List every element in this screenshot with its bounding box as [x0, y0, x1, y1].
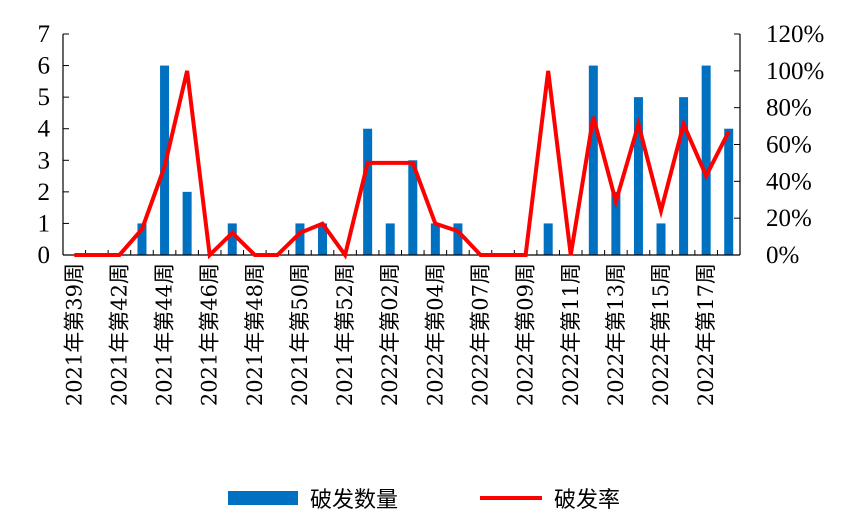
legend-item-bar: 破发数量 [228, 480, 398, 516]
x-tick-label: 2022年第17周 [694, 263, 718, 406]
right-tick-label: 20% [766, 205, 812, 232]
bar [611, 191, 621, 255]
left-tick-label: 1 [38, 210, 51, 237]
bar [430, 223, 440, 255]
combo-chart: 0 1 2 3 4 5 6 7 0% 20% 40% 60% 80% 100% 120% 2021年第39周 2… [38, 21, 825, 406]
legend-line-label: 破发率 [554, 488, 621, 513]
x-tick-label: 2022年第13周 [604, 263, 628, 406]
bar [679, 97, 689, 256]
bar [318, 223, 328, 255]
x-tick-label: 2021年第46周 [198, 263, 222, 406]
x-tick-label: 2022年第04周 [423, 263, 447, 406]
x-tick-label: 2021年第50周 [288, 263, 312, 406]
x-tick-label: 2022年第02周 [378, 263, 402, 406]
bar [453, 223, 463, 255]
legend: 破发数量 破发率 [0, 480, 866, 516]
x-tick-label: 2022年第09周 [514, 263, 538, 406]
left-tick-label: 0 [38, 242, 51, 269]
left-tick-label: 3 [38, 147, 51, 174]
left-tick-label: 6 [38, 53, 51, 80]
bar [633, 97, 643, 256]
x-tick-label: 2022年第15周 [649, 263, 673, 406]
x-tick-label: 2022年第07周 [468, 263, 492, 406]
bar [588, 65, 598, 255]
right-tick-label: 40% [766, 168, 812, 195]
right-tick-label: 100% [766, 58, 824, 85]
legend-line-swatch [480, 496, 542, 500]
rate-line [74, 70, 731, 260]
bar [295, 223, 305, 255]
bar [137, 223, 147, 255]
x-tick-label: 2021年第52周 [333, 263, 357, 406]
legend-bar-label: 破发数量 [310, 488, 399, 513]
right-tick-label: 120% [766, 21, 824, 48]
x-tick-label: 2022年第11周 [559, 263, 583, 406]
left-tick-label: 4 [38, 116, 51, 143]
left-tick-label: 7 [38, 21, 51, 48]
bar [701, 65, 711, 255]
bar [363, 128, 373, 255]
right-tick-label: 60% [766, 132, 812, 159]
bar [182, 191, 192, 255]
x-tick-label: 2021年第44周 [153, 263, 177, 406]
bar [385, 223, 395, 255]
right-tick-label: 0% [766, 242, 799, 269]
x-tick-label: 2021年第39周 [62, 263, 86, 406]
legend-item-line: 破发率 [480, 480, 620, 516]
legend-bar-swatch [228, 491, 298, 505]
bar [656, 223, 666, 255]
left-tick-label: 2 [38, 179, 51, 206]
bar [724, 128, 734, 255]
right-tick-label: 80% [766, 95, 812, 122]
x-tick-label: 2021年第48周 [243, 263, 267, 406]
bar [543, 223, 553, 255]
bar [408, 160, 418, 255]
x-tick-label: 2021年第42周 [107, 263, 131, 406]
left-tick-label: 5 [38, 84, 51, 111]
bar [227, 223, 237, 255]
